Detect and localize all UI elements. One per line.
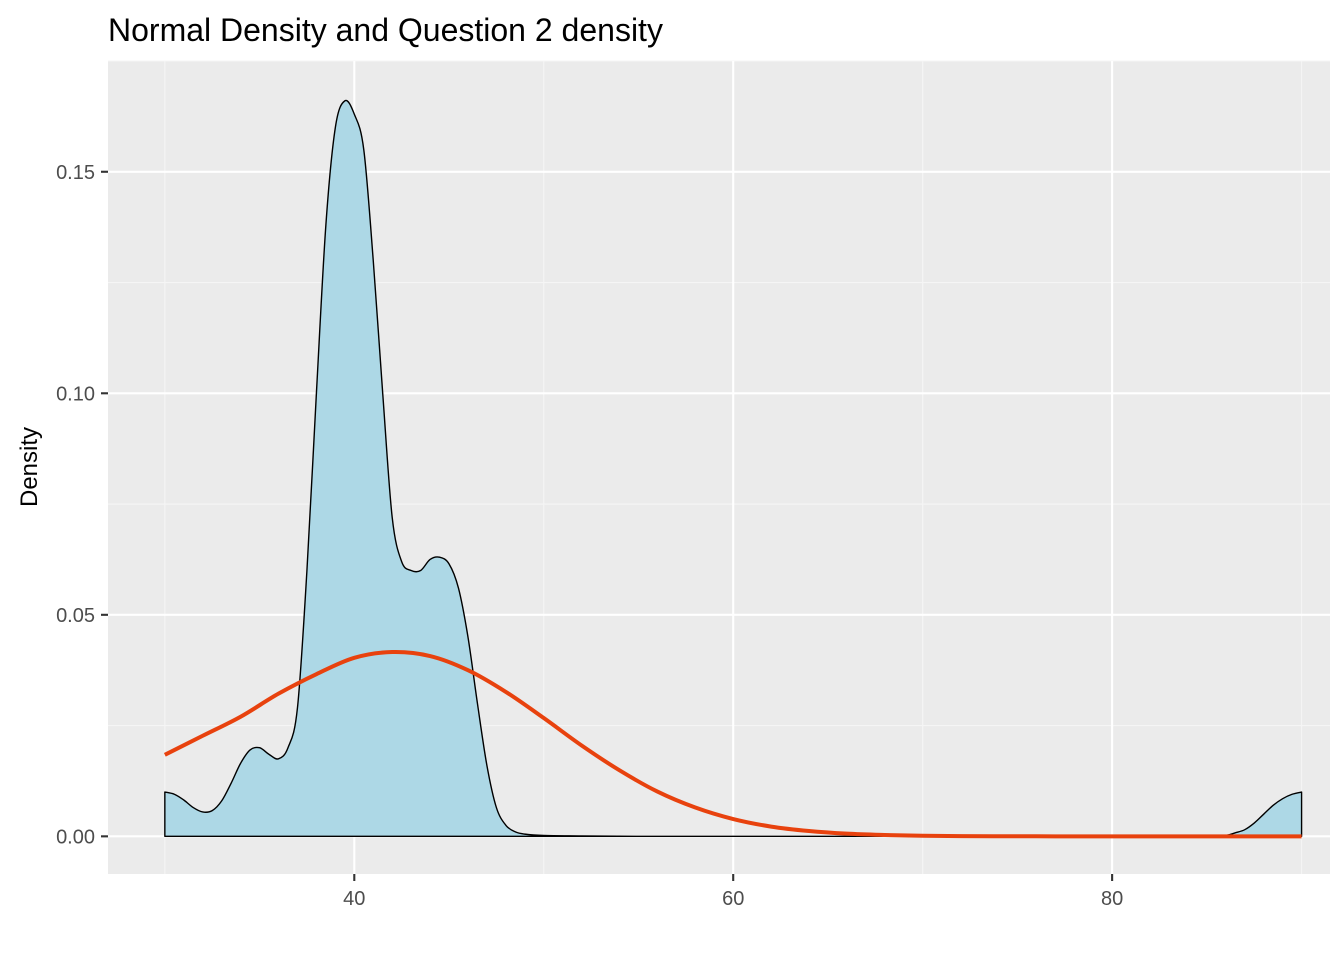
y-axis-label: Density [16,427,43,507]
x-tick-label: 80 [1101,888,1123,910]
y-tick-label: 0.15 [56,162,95,184]
series-layer [163,99,1303,839]
y-tick-label: 0.10 [56,383,95,405]
minor-gridlines [108,60,1330,874]
chart-title: Normal Density and Question 2 density [108,12,663,48]
y-axis: 0.00 0.05 0.10 0.15 [56,162,108,848]
x-tick-label: 40 [343,888,365,910]
y-tick-label: 0.00 [56,826,95,848]
x-tick-label: 60 [722,888,744,910]
normal-curve-line [163,649,1302,839]
y-tick-label: 0.05 [56,605,95,627]
x-axis: 40 60 80 [343,874,1123,910]
